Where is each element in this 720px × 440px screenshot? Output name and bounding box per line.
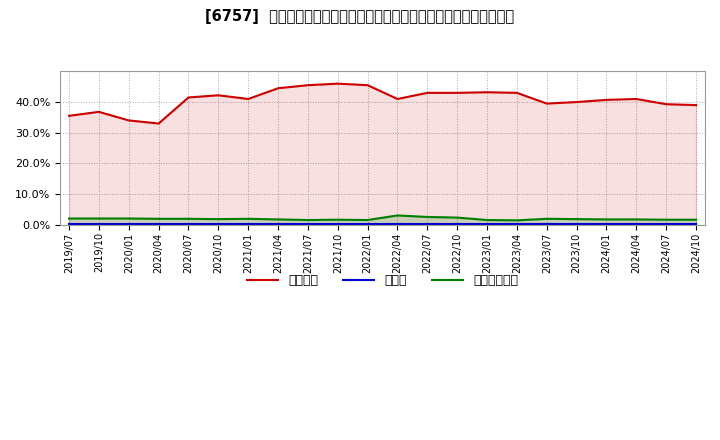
自己資本 xyxy=(423,90,432,95)
のれん xyxy=(572,221,581,227)
Text: [6757]  自己資本、のれん、繰延税金資産の総資産に対する比率の推移: [6757] 自己資本、のれん、繰延税金資産の総資産に対する比率の推移 xyxy=(205,9,515,24)
自己資本 xyxy=(364,83,372,88)
繰延税金資産 xyxy=(423,214,432,220)
繰延税金資産 xyxy=(364,217,372,223)
のれん xyxy=(154,221,163,227)
繰延税金資産 xyxy=(304,217,312,223)
自己資本 xyxy=(274,86,282,91)
繰延税金資産 xyxy=(602,217,611,222)
のれん xyxy=(364,221,372,227)
のれん xyxy=(304,221,312,227)
繰延税金資産 xyxy=(692,217,701,222)
自己資本 xyxy=(154,121,163,126)
繰延税金資産 xyxy=(244,216,253,221)
のれん xyxy=(274,221,282,227)
自己資本 xyxy=(125,118,133,123)
自己資本 xyxy=(244,96,253,102)
自己資本 xyxy=(94,109,103,114)
自己資本 xyxy=(184,95,193,100)
繰延税金資産 xyxy=(94,216,103,221)
のれん xyxy=(632,221,641,227)
のれん xyxy=(482,221,491,227)
自己資本 xyxy=(692,103,701,108)
繰延税金資産 xyxy=(274,217,282,222)
自己資本 xyxy=(482,90,491,95)
繰延税金資産 xyxy=(662,217,670,222)
Line: 自己資本: 自己資本 xyxy=(69,84,696,124)
繰延税金資産 xyxy=(214,216,222,222)
Legend: 自己資本, のれん, 繰延税金資産: 自己資本, のれん, 繰延税金資産 xyxy=(242,269,523,292)
自己資本 xyxy=(513,90,521,95)
自己資本 xyxy=(214,93,222,98)
自己資本 xyxy=(602,97,611,103)
繰延税金資産 xyxy=(125,216,133,221)
のれん xyxy=(125,221,133,227)
のれん xyxy=(333,221,342,227)
のれん xyxy=(94,221,103,227)
自己資本 xyxy=(304,83,312,88)
のれん xyxy=(513,221,521,227)
自己資本 xyxy=(572,99,581,105)
のれん xyxy=(214,221,222,227)
自己資本 xyxy=(333,81,342,86)
繰延税金資産 xyxy=(513,218,521,223)
のれん xyxy=(453,221,462,227)
自己資本 xyxy=(542,101,551,106)
Line: 繰延税金資産: 繰延税金資産 xyxy=(69,216,696,220)
自己資本 xyxy=(632,96,641,102)
繰延税金資産 xyxy=(65,216,73,221)
繰延税金資産 xyxy=(572,216,581,222)
自己資本 xyxy=(65,113,73,118)
自己資本 xyxy=(453,90,462,95)
繰延税金資産 xyxy=(333,217,342,222)
のれん xyxy=(602,221,611,227)
のれん xyxy=(423,221,432,227)
のれん xyxy=(65,221,73,227)
繰延税金資産 xyxy=(632,217,641,222)
のれん xyxy=(542,221,551,227)
繰延税金資産 xyxy=(393,213,402,218)
のれん xyxy=(393,221,402,227)
自己資本 xyxy=(393,96,402,102)
繰延税金資産 xyxy=(453,215,462,220)
繰延税金資産 xyxy=(184,216,193,221)
自己資本 xyxy=(662,102,670,107)
のれん xyxy=(692,221,701,227)
繰延税金資産 xyxy=(542,216,551,221)
のれん xyxy=(662,221,670,227)
繰延税金資産 xyxy=(482,217,491,223)
のれん xyxy=(184,221,193,227)
のれん xyxy=(244,221,253,227)
繰延税金資産 xyxy=(154,216,163,221)
